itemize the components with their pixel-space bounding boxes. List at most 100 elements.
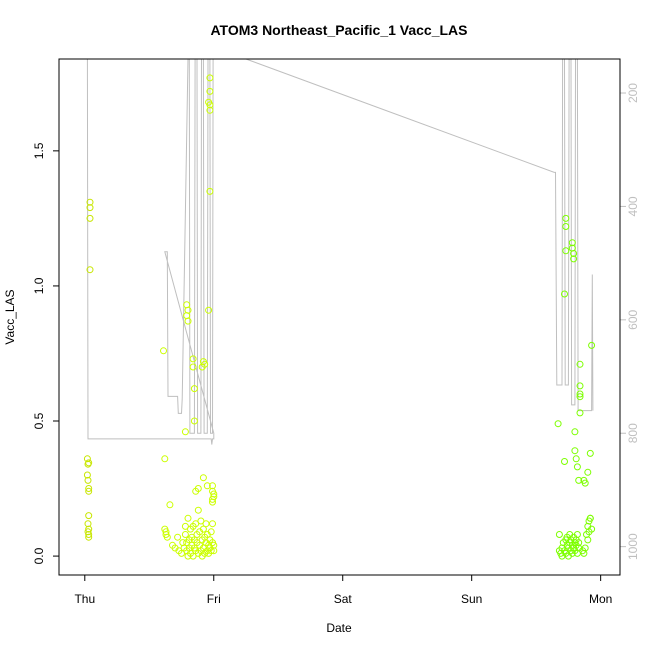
plot-frame [58, 58, 621, 576]
data-point [194, 506, 202, 514]
data-point [570, 250, 578, 257]
data-point [210, 541, 218, 549]
data-point [86, 266, 94, 274]
data-point [562, 214, 570, 222]
data-point [584, 536, 592, 544]
data-point [561, 290, 568, 298]
data-point [571, 428, 579, 436]
data-point [575, 476, 583, 484]
data-point [83, 471, 91, 479]
data-point [189, 363, 197, 371]
x-tick-label: Mon [589, 592, 612, 606]
data-point [581, 479, 589, 487]
data-point [581, 544, 589, 552]
data-point [84, 528, 92, 536]
data-point [206, 106, 214, 114]
data-point [189, 355, 197, 363]
data-point [584, 468, 592, 476]
data-point [206, 87, 214, 95]
data-point [85, 459, 93, 467]
x-tick-label: Sun [461, 592, 482, 606]
y-tick-label: 1.5 [32, 142, 46, 159]
data-point [202, 520, 210, 528]
data-point [85, 531, 93, 538]
data-point [561, 458, 568, 465]
data-point [206, 101, 214, 109]
data-point [554, 420, 562, 428]
secondary-tick-label: 1000 [626, 533, 640, 560]
data-point [163, 533, 171, 541]
data-point [207, 528, 215, 536]
data-point [85, 512, 93, 520]
data-point [201, 360, 209, 368]
data-point [576, 409, 584, 417]
data-point [184, 514, 192, 522]
data-point [181, 428, 189, 436]
data-point [161, 455, 169, 463]
x-tick-label: Fri [207, 592, 221, 606]
data-point [209, 498, 216, 506]
data-point [588, 341, 596, 349]
data-point [181, 531, 189, 538]
data-point [576, 393, 584, 401]
y-tick-label: 0.5 [32, 412, 46, 429]
data-point [85, 487, 93, 495]
data-point [207, 547, 215, 555]
data-point [85, 533, 93, 541]
data-point [575, 539, 583, 547]
data-point [84, 476, 92, 484]
data-point [194, 485, 202, 492]
data-point [206, 74, 214, 82]
x-tick-label: Sat [334, 592, 353, 606]
data-point [86, 214, 94, 222]
secondary-tick-label: 800 [626, 423, 640, 443]
data-point [586, 514, 594, 522]
chart-title: ATOM3 Northeast_Pacific_1 Vacc_LAS [210, 22, 467, 38]
data-point [203, 482, 211, 490]
data-point [562, 223, 570, 230]
data-point [572, 455, 580, 463]
data-point [570, 255, 578, 263]
data-point [576, 390, 584, 398]
pressure-line-0 [84, 59, 594, 445]
data-point [166, 501, 174, 509]
secondary-tick-label: 600 [626, 310, 640, 330]
data-point [576, 360, 584, 368]
data-point [210, 547, 218, 555]
x-axis-label: Date [326, 621, 352, 635]
data-point [206, 187, 214, 195]
data-point [576, 382, 584, 390]
data-point [184, 317, 192, 325]
data-point [209, 520, 216, 528]
y-tick-label: 0.0 [32, 547, 46, 564]
pressure-line-layer [84, 59, 594, 445]
data-point [84, 520, 92, 528]
data-point [86, 198, 94, 206]
x-tick-label: Thu [74, 592, 95, 606]
data-point [85, 525, 93, 533]
data-point [568, 239, 576, 247]
data-points-layer [83, 74, 596, 560]
data-point [190, 417, 198, 425]
data-point [555, 531, 563, 538]
y-tick-label: 1.0 [32, 277, 46, 294]
data-point [562, 247, 570, 255]
data-point [588, 525, 596, 533]
axes-layer: Thu Fri Sat Sun Mon 0.0 0.5 1.0 1.5 200 400 600 800 1… [32, 83, 640, 606]
data-point [85, 485, 93, 492]
data-point [571, 447, 579, 455]
data-point [573, 531, 581, 538]
data-point [205, 306, 213, 314]
secondary-tick-label: 200 [626, 83, 640, 103]
data-point [209, 495, 216, 503]
data-point [199, 474, 207, 482]
data-point [160, 347, 167, 355]
data-point [573, 463, 581, 471]
data-point [174, 533, 182, 541]
data-point [83, 455, 91, 463]
data-point [586, 449, 594, 457]
data-point [86, 204, 94, 212]
y-axis-label: Vacc_LAS [3, 289, 17, 344]
secondary-tick-label: 400 [626, 196, 640, 216]
